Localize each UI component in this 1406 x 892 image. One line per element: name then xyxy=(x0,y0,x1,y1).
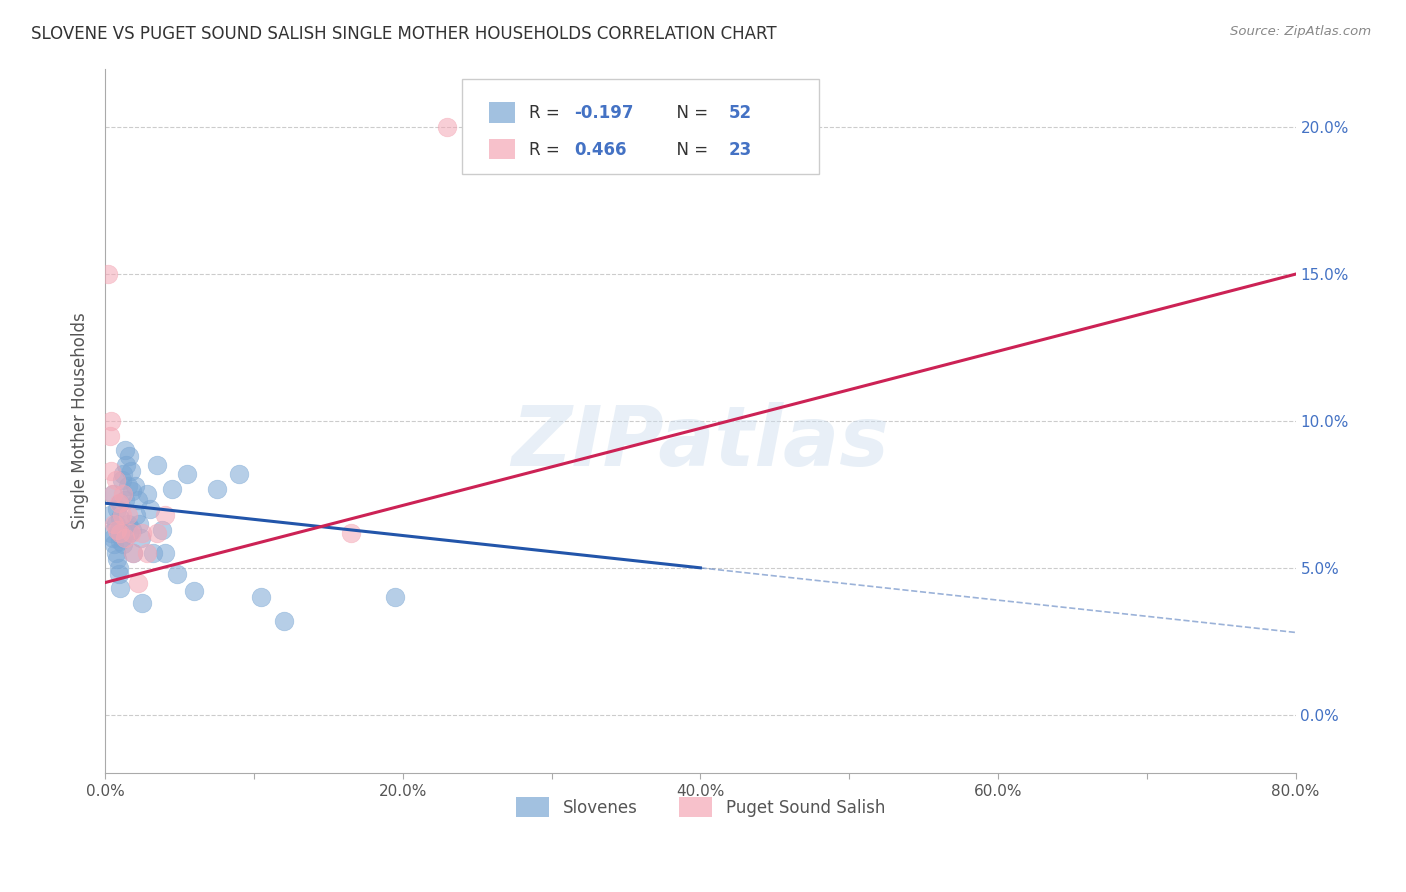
Point xyxy=(103,516,125,531)
Point xyxy=(108,511,131,525)
Point xyxy=(117,516,139,531)
Point xyxy=(125,508,148,522)
Point xyxy=(250,591,273,605)
Point xyxy=(146,458,169,472)
Point xyxy=(101,487,124,501)
Point xyxy=(107,523,129,537)
Point xyxy=(205,482,228,496)
Legend: Slovenes, Puget Sound Salish: Slovenes, Puget Sound Salish xyxy=(508,789,893,825)
Point xyxy=(139,502,162,516)
Point xyxy=(114,493,136,508)
Point xyxy=(153,508,176,522)
Point xyxy=(118,449,141,463)
Point xyxy=(114,443,136,458)
Point xyxy=(150,523,173,537)
Point xyxy=(112,487,135,501)
Point xyxy=(120,464,142,478)
Point xyxy=(97,267,120,281)
Point xyxy=(131,596,153,610)
Point xyxy=(98,508,121,522)
Point xyxy=(100,414,122,428)
Point xyxy=(118,525,141,540)
FancyBboxPatch shape xyxy=(488,139,515,159)
Point xyxy=(129,532,152,546)
Point xyxy=(117,508,139,522)
Point xyxy=(127,493,149,508)
Point xyxy=(122,546,145,560)
Point xyxy=(384,591,406,605)
Point xyxy=(108,534,131,549)
Text: 0.466: 0.466 xyxy=(574,141,627,159)
Text: R =: R = xyxy=(529,141,565,159)
Point xyxy=(146,525,169,540)
Text: N =: N = xyxy=(666,141,713,159)
Text: 52: 52 xyxy=(728,104,752,122)
Point xyxy=(108,525,131,540)
Point xyxy=(103,537,125,551)
Text: SLOVENE VS PUGET SOUND SALISH SINGLE MOTHER HOUSEHOLDS CORRELATION CHART: SLOVENE VS PUGET SOUND SALISH SINGLE MOT… xyxy=(31,25,776,43)
Point xyxy=(121,484,143,499)
FancyBboxPatch shape xyxy=(488,103,515,122)
Point xyxy=(273,614,295,628)
Point xyxy=(105,502,128,516)
Point xyxy=(339,525,361,540)
Point xyxy=(98,428,121,442)
Text: Source: ZipAtlas.com: Source: ZipAtlas.com xyxy=(1230,25,1371,38)
Text: ZIPatlas: ZIPatlas xyxy=(512,401,890,483)
Point xyxy=(436,120,458,135)
Point xyxy=(104,473,127,487)
Point xyxy=(107,566,129,581)
Point xyxy=(142,546,165,560)
Point xyxy=(112,467,135,481)
Point xyxy=(115,458,138,472)
Text: R =: R = xyxy=(529,104,565,122)
Point xyxy=(117,478,139,492)
Point xyxy=(122,546,145,560)
Point xyxy=(166,566,188,581)
Point xyxy=(127,575,149,590)
Point xyxy=(100,525,122,540)
Point xyxy=(121,523,143,537)
Point xyxy=(105,552,128,566)
Text: -0.197: -0.197 xyxy=(574,104,634,122)
Point xyxy=(107,561,129,575)
Text: 23: 23 xyxy=(728,141,752,159)
Point xyxy=(110,532,132,546)
Point xyxy=(114,532,136,546)
Text: N =: N = xyxy=(666,104,713,122)
Point xyxy=(120,525,142,540)
Point xyxy=(107,496,129,510)
Point xyxy=(124,478,146,492)
Point xyxy=(183,584,205,599)
Point xyxy=(104,546,127,560)
Point xyxy=(176,467,198,481)
Point xyxy=(104,516,127,531)
Point xyxy=(153,546,176,560)
Point xyxy=(131,525,153,540)
Point xyxy=(110,508,132,522)
Point xyxy=(108,582,131,596)
Point xyxy=(101,487,124,501)
Point xyxy=(110,473,132,487)
Point xyxy=(228,467,250,481)
Point xyxy=(100,464,122,478)
Point xyxy=(128,516,150,531)
Point xyxy=(112,537,135,551)
Point xyxy=(135,546,157,560)
Point xyxy=(105,523,128,537)
Y-axis label: Single Mother Households: Single Mother Households xyxy=(72,312,89,529)
Point xyxy=(108,496,131,510)
Point xyxy=(135,487,157,501)
FancyBboxPatch shape xyxy=(463,79,820,174)
Point xyxy=(160,482,183,496)
Point xyxy=(101,532,124,546)
